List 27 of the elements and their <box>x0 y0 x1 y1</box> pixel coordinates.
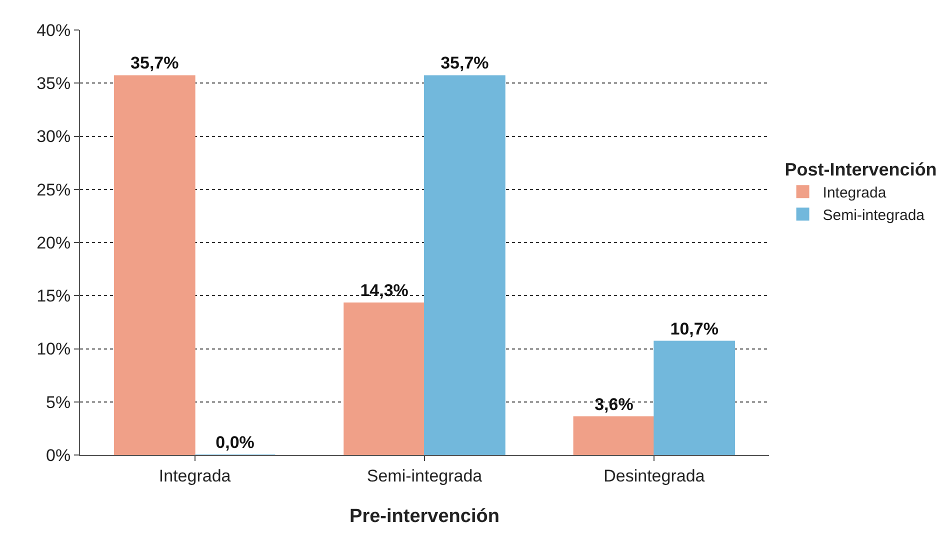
legend-label: Integrada <box>822 184 887 202</box>
legend-label: Semi-integrada <box>822 207 926 224</box>
y-tick-label: 0% <box>46 446 71 465</box>
bar <box>573 416 655 455</box>
data-label: 10,7% <box>670 319 718 338</box>
data-label: 0,0% <box>216 433 254 452</box>
x-tick-label: Integrada <box>158 466 232 486</box>
x-axis-title: Pre-intervención <box>350 506 500 527</box>
bar <box>114 75 196 455</box>
y-tick-label: 15% <box>36 286 71 306</box>
data-label: 14,3% <box>360 281 408 300</box>
y-tick-label: 10% <box>36 340 71 359</box>
y-tick-label: 40% <box>36 20 71 40</box>
bar <box>344 302 425 455</box>
bar <box>424 75 506 455</box>
x-tick-label: Desintegrada <box>604 466 706 486</box>
legend-title: Post-Intervención <box>784 159 937 180</box>
y-tick-label: 5% <box>46 392 71 412</box>
y-tick-label: 30% <box>36 127 71 146</box>
data-label: 35,7% <box>440 54 489 73</box>
bar <box>654 340 736 455</box>
y-tick-label: 35% <box>36 74 71 94</box>
data-label: 35,7% <box>130 54 179 73</box>
y-tick-label: 25% <box>36 180 71 200</box>
x-tick-label: Semi-integrada <box>366 466 483 486</box>
y-tick-label: 20% <box>36 233 71 252</box>
data-label: 3,6% <box>594 394 634 414</box>
